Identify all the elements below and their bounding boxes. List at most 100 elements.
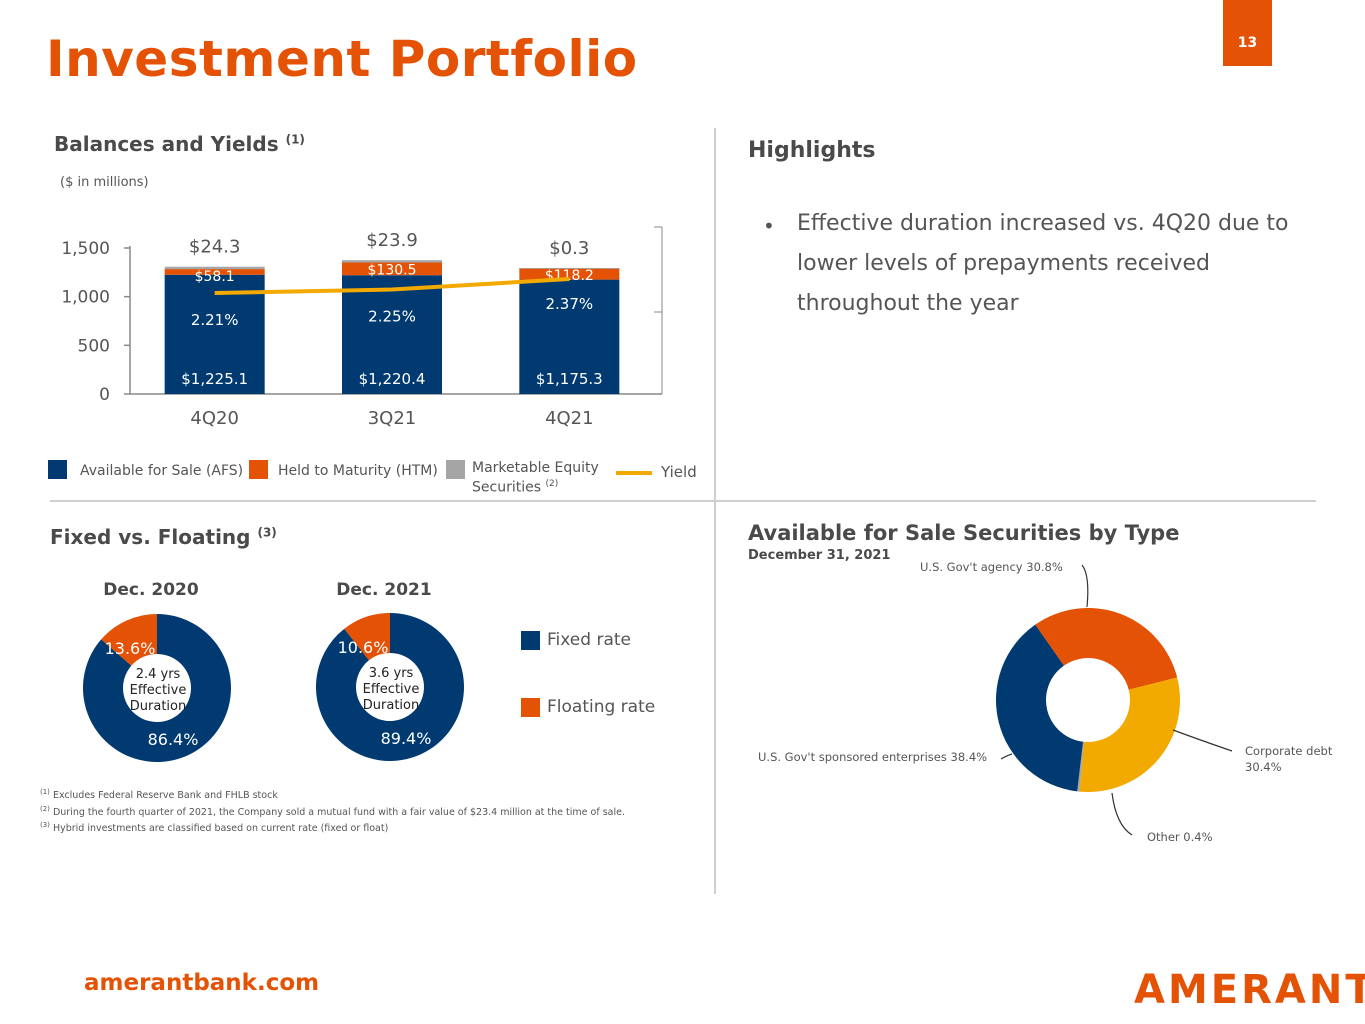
footnote-2-mark: (2) <box>40 804 50 813</box>
donut-center-text: Effective <box>130 683 187 698</box>
legend-fixed-swatch <box>521 631 540 650</box>
legend-floating-swatch <box>521 698 540 717</box>
footnote-2: (2) During the fourth quarter of 2021, t… <box>40 803 625 820</box>
label-corporate-line2: 30.4% <box>1245 760 1282 774</box>
bar-value-label: $1,175.3 <box>536 370 603 388</box>
legend-equity-line2: Securities (2) <box>472 476 599 496</box>
donut-slice-fixed <box>83 614 232 762</box>
afs-type-title: Available for Sale Securities by Type <box>748 521 1180 545</box>
label-corporate-line1: Corporate debt <box>1245 744 1333 758</box>
label-other: Other 0.4% <box>1147 830 1213 844</box>
bar-value-label: $1,220.4 <box>359 370 426 388</box>
afs-type-donut: U.S. Gov't agency 30.8% U.S. Gov't spons… <box>758 560 1333 844</box>
legend-equity-label: Marketable Equity Securities (2) <box>472 460 599 496</box>
bar-segment <box>164 274 265 394</box>
bar-segment <box>519 279 620 394</box>
balances-title-note: (1) <box>285 132 305 147</box>
legend-yield-label: Yield <box>661 463 697 481</box>
donut-slice-floating <box>101 614 157 666</box>
vertical-divider <box>714 128 716 894</box>
leader-gse <box>1000 753 1013 760</box>
donut-title: Dec. 2020 <box>103 580 199 600</box>
bullet-icon: • <box>763 214 775 238</box>
footnote-2-text: During the fourth quarter of 2021, the C… <box>52 806 625 818</box>
yield-data-label: 2.37% <box>546 295 594 313</box>
bar-segment <box>164 266 265 270</box>
bar-value-label: $23.9 <box>366 230 418 251</box>
donut-center-text: Duration <box>363 698 419 713</box>
fixed-floating-title: Fixed vs. Floating (3) <box>50 525 277 549</box>
donut-label-fixed: 86.4% <box>148 730 199 749</box>
balances-bar-chart: 0 500 1,000 1,500 $1,225.1 $58.1 $24.3 4Q20 2.21… <box>61 226 663 429</box>
page-number: 13 <box>1223 0 1272 66</box>
y-tick-label: 1,000 <box>61 288 110 308</box>
legend-equity-line1: Marketable Equity <box>472 460 599 476</box>
donut-slice <box>1035 608 1178 690</box>
highlights-bullet-text: Effective duration increased vs. 4Q20 du… <box>797 211 1289 316</box>
page-title: Investment Portfolio <box>46 30 638 88</box>
footnote-3-mark: (3) <box>40 821 50 830</box>
amerant-logo: AMERANT <box>1134 967 1365 1013</box>
donut-title: Dec. 2021 <box>336 580 431 600</box>
legend-afs-label: Available for Sale (AFS) <box>80 463 244 479</box>
donut-slice <box>1077 741 1085 792</box>
bar-value-label: $24.3 <box>189 237 241 258</box>
leader-other <box>1111 792 1133 836</box>
bar-segment <box>342 260 442 263</box>
leader-corporate <box>1172 729 1233 752</box>
footnote-3: (3) Hybrid investments are classified ba… <box>40 819 625 836</box>
fixed-floating-title-text: Fixed vs. Floating <box>50 525 251 549</box>
donut-center-text: Duration <box>130 699 186 714</box>
balances-subtitle: ($ in millions) <box>60 175 149 190</box>
donut-dec-2021: Dec. 2021 89.4% 10.6% 3.6 yrsEffectiveDurat… <box>316 580 464 761</box>
footnote-3-text: Hybrid investments are classified based … <box>52 823 389 835</box>
bar-value-label: $130.5 <box>368 263 417 279</box>
y-tick-label: 1,500 <box>61 239 110 259</box>
bar-value-label: $1,225.1 <box>181 370 248 388</box>
label-gse: U.S. Gov't sponsored enterprises 38.4% <box>758 750 987 764</box>
bar-segment <box>342 262 442 276</box>
yield-line <box>214 277 570 295</box>
x-tick-label: 3Q21 <box>368 408 417 429</box>
footnotes: (1) Excludes Federal Reserve Bank and FH… <box>40 786 625 836</box>
legend-equity-swatch <box>446 460 465 479</box>
legend-afs-swatch <box>48 460 67 479</box>
footer-url[interactable]: amerantbank.com <box>84 970 320 996</box>
yield-data-label: 2.21% <box>191 311 239 329</box>
footnote-1-text: Excludes Federal Reserve Bank and FHLB s… <box>52 790 278 802</box>
bar-value-label: $58.1 <box>195 269 235 285</box>
donut-center-text: Effective <box>363 682 420 697</box>
donut-center-text: 3.6 yrs <box>369 666 414 681</box>
legend-equity-line2-text: Securities <box>472 479 542 496</box>
afs-type-date: December 31, 2021 <box>748 548 891 563</box>
bar-segment <box>519 268 620 269</box>
fixed-floating-title-note: (3) <box>257 525 277 540</box>
donut-dec-2020: Dec. 2020 86.4% 13.6% 2.4 yrsEffectiveDurat… <box>83 580 232 762</box>
highlights-title: Highlights <box>748 138 876 163</box>
legend-equity-note: (2) <box>545 479 559 489</box>
y-tick-label: 0 <box>99 385 110 405</box>
donut-label-floating: 13.6% <box>105 639 156 658</box>
yield-data-label: 2.25% <box>368 308 416 326</box>
leader-agency <box>1081 564 1089 608</box>
y-tick-label: 500 <box>78 336 110 356</box>
footnote-1-mark: (1) <box>40 788 50 796</box>
legend-fixed-label: Fixed rate <box>547 630 631 650</box>
donut-slice-floating <box>344 613 390 661</box>
legend-htm-label: Held to Maturity (HTM) <box>278 463 438 479</box>
donut-label-fixed: 89.4% <box>381 729 432 748</box>
x-tick-label: 4Q21 <box>545 408 594 429</box>
donut-slice-fixed <box>316 613 464 761</box>
bar-segment <box>519 268 620 280</box>
label-agency: U.S. Gov't agency 30.8% <box>920 560 1063 574</box>
bar-segment <box>342 275 442 394</box>
donut-label-floating: 10.6% <box>338 638 389 657</box>
legend-floating-label: Floating rate <box>547 697 656 717</box>
horizontal-divider <box>50 500 1316 502</box>
donut-center-text: 2.4 yrs <box>136 667 181 682</box>
balances-title: Balances and Yields (1) <box>54 132 305 156</box>
bar-segment <box>164 269 265 275</box>
donut-slice <box>1079 677 1180 792</box>
legend-htm-swatch <box>249 460 268 479</box>
x-tick-label: 4Q20 <box>190 408 239 429</box>
